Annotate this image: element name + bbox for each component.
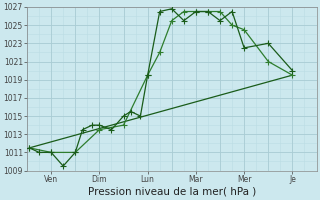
- X-axis label: Pression niveau de la mer( hPa ): Pression niveau de la mer( hPa ): [88, 187, 256, 197]
